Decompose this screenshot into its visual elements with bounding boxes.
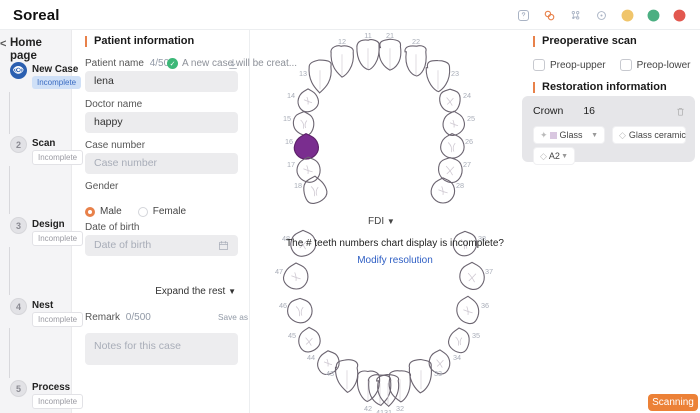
svg-text:16: 16 xyxy=(285,137,293,146)
svg-text:46: 46 xyxy=(279,301,287,310)
svg-text:44: 44 xyxy=(307,353,315,362)
svg-text:23: 23 xyxy=(451,69,459,78)
svg-text:17: 17 xyxy=(287,160,295,169)
svg-text:26: 26 xyxy=(465,137,473,146)
svg-text:37: 37 xyxy=(485,267,493,276)
svg-text:47: 47 xyxy=(275,267,283,276)
svg-text:41: 41 xyxy=(376,408,384,413)
svg-text:13: 13 xyxy=(299,69,307,78)
svg-text:27: 27 xyxy=(463,160,471,169)
svg-text:12: 12 xyxy=(338,37,346,46)
svg-text:14: 14 xyxy=(287,91,295,100)
svg-text:45: 45 xyxy=(288,331,296,340)
svg-text:34: 34 xyxy=(453,353,461,362)
svg-text:25: 25 xyxy=(467,114,475,123)
svg-text:32: 32 xyxy=(396,404,404,413)
svg-text:24: 24 xyxy=(463,91,471,100)
svg-text:33: 33 xyxy=(434,369,442,378)
svg-text:21: 21 xyxy=(386,31,394,40)
svg-text:11: 11 xyxy=(364,31,372,40)
svg-text:15: 15 xyxy=(283,114,291,123)
svg-text:31: 31 xyxy=(384,408,392,413)
svg-text:22: 22 xyxy=(412,37,420,46)
svg-text:18: 18 xyxy=(294,181,302,190)
svg-text:35: 35 xyxy=(472,331,480,340)
svg-text:28: 28 xyxy=(456,181,464,190)
svg-text:42: 42 xyxy=(364,404,372,413)
svg-text:36: 36 xyxy=(481,301,489,310)
svg-text:43: 43 xyxy=(326,369,334,378)
